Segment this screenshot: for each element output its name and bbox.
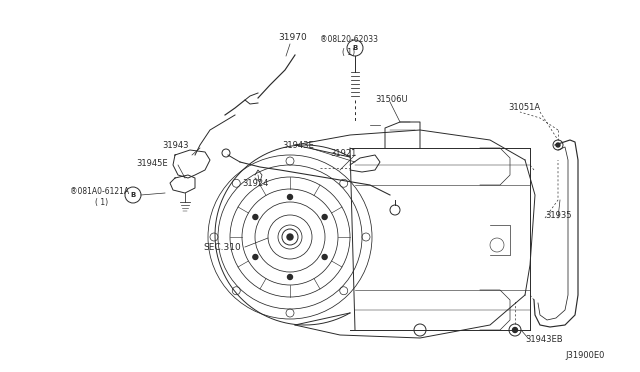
Text: 31921: 31921 <box>330 148 356 157</box>
Text: ®081A0-6121A: ®081A0-6121A <box>70 187 129 196</box>
Circle shape <box>287 195 292 199</box>
Text: 31943E: 31943E <box>282 141 314 150</box>
Text: 31935: 31935 <box>545 211 572 219</box>
Text: SEC.310: SEC.310 <box>203 243 241 251</box>
Circle shape <box>556 143 560 147</box>
Text: B: B <box>353 45 358 51</box>
Text: 31924: 31924 <box>242 180 268 189</box>
Text: 31970: 31970 <box>278 33 307 42</box>
Circle shape <box>287 234 293 240</box>
Circle shape <box>253 254 258 260</box>
Text: ®08L20-62033: ®08L20-62033 <box>320 35 378 45</box>
Text: 31051A: 31051A <box>508 103 540 112</box>
Text: 31945E: 31945E <box>136 158 168 167</box>
Text: 31943: 31943 <box>162 141 189 150</box>
Circle shape <box>253 215 258 219</box>
Circle shape <box>513 327 518 333</box>
Text: 31506U: 31506U <box>375 96 408 105</box>
Text: ( 1): ( 1) <box>342 48 355 57</box>
Circle shape <box>322 254 327 260</box>
Text: B: B <box>131 192 136 198</box>
Circle shape <box>322 215 327 219</box>
Circle shape <box>287 275 292 279</box>
Text: 31943EB: 31943EB <box>525 336 563 344</box>
Text: J31900E0: J31900E0 <box>565 350 604 359</box>
Text: ( 1): ( 1) <box>95 198 108 206</box>
